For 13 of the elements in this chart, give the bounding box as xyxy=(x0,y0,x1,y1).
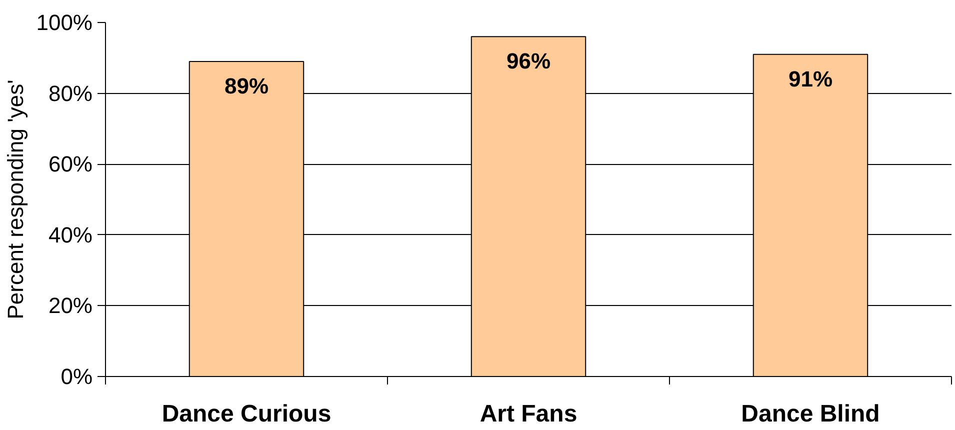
x-tick-label: Art Fans xyxy=(480,400,578,428)
data-label: 89% xyxy=(224,73,269,98)
y-tick-label: 40% xyxy=(48,222,93,248)
y-tick-label: 60% xyxy=(48,152,93,177)
y-axis-title: Percent responding 'yes' xyxy=(3,80,28,320)
y-tick-label: 20% xyxy=(48,293,93,318)
data-label: 96% xyxy=(506,48,551,74)
x-tick-label: Dance Blind xyxy=(741,400,880,428)
y-tick-label: 0% xyxy=(60,364,92,389)
y-tick-label: 100% xyxy=(36,10,93,35)
x-tick-label: Dance Curious xyxy=(162,400,332,428)
y-tick-label: 80% xyxy=(48,80,93,106)
data-label: 91% xyxy=(788,66,833,92)
